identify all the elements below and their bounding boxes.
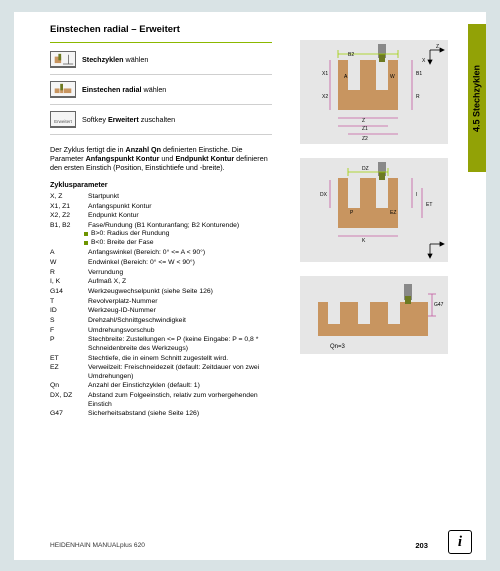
- footer-left: HEIDENHAIN MANUALplus 620: [50, 542, 145, 550]
- param-key: G14: [50, 288, 84, 296]
- param-key: X2, Z2: [50, 212, 84, 220]
- param-key: T: [50, 298, 84, 306]
- svg-text:X2: X2: [322, 94, 328, 100]
- figure-2: DZ DX K I ET P EZ: [300, 158, 448, 262]
- param-val: Aufmaß X, Z: [88, 278, 272, 286]
- softkey-icon: [50, 51, 76, 68]
- axis-z-label: Z: [436, 44, 439, 50]
- svg-text:B1: B1: [416, 71, 422, 77]
- svg-text:Z1: Z1: [362, 126, 368, 132]
- param-key: X1, Z1: [50, 203, 84, 211]
- bullet: B<0: Breite der Fase: [84, 239, 272, 247]
- param-key: P: [50, 336, 84, 353]
- param-key: I, K: [50, 278, 84, 286]
- svg-text:I: I: [416, 192, 417, 198]
- param-key: Qn: [50, 382, 84, 390]
- instruction-text: Einstechen radial wählen: [82, 85, 272, 94]
- param-val: Umdrehungsvorschub: [88, 327, 272, 335]
- svg-text:W: W: [390, 74, 395, 80]
- info-icon: i: [448, 530, 472, 554]
- instruction-row: Einstechen radial wählen: [50, 81, 272, 98]
- main-column: Einstechen radial – Erweitert Stechzykle…: [50, 24, 272, 419]
- svg-text:EZ: EZ: [390, 210, 396, 216]
- footer-page: 203: [415, 541, 428, 550]
- param-key: ET: [50, 355, 84, 363]
- bullet: B>0: Radius der Rundung: [84, 230, 272, 238]
- param-key: B1, B2: [50, 222, 84, 230]
- param-val: Stechtiefe, die in einem Schnitt zugeste…: [88, 355, 272, 363]
- param-val: Endpunkt Kontur: [88, 212, 272, 220]
- param-key: F: [50, 327, 84, 335]
- param-key: EZ: [50, 364, 84, 381]
- svg-text:X1: X1: [322, 71, 328, 77]
- side-tab: 4.5 Stechzyklen: [468, 24, 486, 172]
- instruction-row: Erweitert Softkey Erweitert zuschalten: [50, 111, 272, 128]
- param-val: Fase/Rundung (B1 Konturanfang; B2 Kontur…: [88, 222, 272, 230]
- param-val: Abstand zum Folgeeinstich, relativ zum v…: [88, 392, 272, 409]
- param-val: Stechbreite: Zustellungen <= P (keine Ei…: [88, 336, 272, 353]
- param-val: Verrundung: [88, 269, 272, 277]
- softkey-text: Erweitert: [50, 111, 76, 128]
- param-key: R: [50, 269, 84, 277]
- params-heading: Zyklusparameter: [50, 180, 272, 189]
- svg-text:ET: ET: [426, 202, 432, 208]
- instruction-text: Stechzyklen wählen: [82, 55, 272, 64]
- svg-text:K: K: [362, 238, 366, 244]
- param-val: Werkzeug-ID-Nummer: [88, 307, 272, 315]
- param-val: Endwinkel (Bereich: 0° <= W < 90°): [88, 259, 272, 267]
- param-key: A: [50, 249, 84, 257]
- page: 4.5 Stechzyklen Einstechen radial – Erwe…: [14, 12, 486, 560]
- figure-3: Qn=3 G47: [300, 276, 448, 354]
- softkey-icon: [50, 81, 76, 98]
- figure-1: Z X X1 X2 B1 R Z2 Z1 Z A W B2: [300, 40, 448, 144]
- svg-text:G47: G47: [434, 302, 444, 308]
- params-table-2: AAnfangswinkel (Bereich: 0° <= A < 90°) …: [50, 249, 272, 418]
- axis-x-label: X: [422, 58, 426, 64]
- param-val: Drehzahl/Schnittgeschwindigkeit: [88, 317, 272, 325]
- svg-text:B2: B2: [348, 52, 354, 58]
- param-val: Anfangspunkt Kontur: [88, 203, 272, 211]
- params-table: X, Z Startpunkt X1, Z1 Anfangspunkt Kontur…: [50, 193, 272, 231]
- page-title: Einstechen radial – Erweitert: [50, 24, 272, 36]
- param-key: G47: [50, 410, 84, 418]
- param-key: DX, DZ: [50, 392, 84, 409]
- instruction-row: Stechzyklen wählen: [50, 51, 272, 68]
- svg-text:Z2: Z2: [362, 136, 368, 142]
- param-val: Anfangswinkel (Bereich: 0° <= A < 90°): [88, 249, 272, 257]
- param-key: X, Z: [50, 193, 84, 201]
- svg-text:Qn=3: Qn=3: [330, 344, 346, 350]
- param-val: Verweilzeit: Freischneidezeit (default: …: [88, 364, 272, 381]
- intro-paragraph: Der Zyklus fertigt die in Anzahl Qn defi…: [50, 145, 272, 172]
- instruction-text: Softkey Erweitert zuschalten: [82, 115, 272, 124]
- param-key: S: [50, 317, 84, 325]
- param-val: Werkzeugwechselpunkt (siehe Seite 126): [88, 288, 272, 296]
- svg-text:Z: Z: [362, 118, 365, 124]
- param-val: Anzahl der Einstichzyklen (default: 1): [88, 382, 272, 390]
- param-val: Startpunkt: [88, 193, 272, 201]
- green-rule: [50, 42, 272, 43]
- svg-text:R: R: [416, 94, 420, 100]
- param-key: ID: [50, 307, 84, 315]
- param-val: Revolverplatz-Nummer: [88, 298, 272, 306]
- param-val: Sicherheitsabstand (siehe Seite 126): [88, 410, 272, 418]
- param-key: W: [50, 259, 84, 267]
- svg-text:DX: DX: [320, 192, 328, 198]
- svg-text:DZ: DZ: [362, 166, 369, 172]
